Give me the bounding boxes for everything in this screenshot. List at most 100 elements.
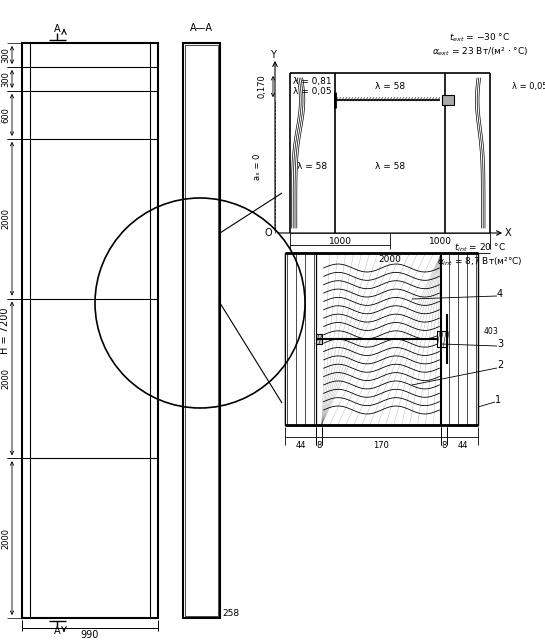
Bar [79, 106, 89, 111]
Bar [31, 450, 41, 455]
Bar [79, 199, 89, 204]
Text: 1: 1 [495, 395, 501, 405]
Bar [37, 256, 47, 261]
Bar [115, 359, 125, 364]
Bar [91, 404, 101, 410]
Bar [79, 382, 89, 386]
Bar [103, 313, 113, 318]
Bar [49, 279, 59, 284]
Bar [133, 188, 143, 193]
Bar [127, 82, 137, 87]
Bar [61, 393, 71, 398]
Bar [127, 404, 137, 410]
Bar [79, 131, 89, 135]
Bar [73, 142, 83, 147]
Text: $t_{int}$ = 20 °С
$\alpha_{int}$ = 8,7 Вт(м²°С): $t_{int}$ = 20 °С $\alpha_{int}$ = 8,7 В… [437, 242, 523, 268]
Bar [109, 507, 119, 512]
Text: 44: 44 [457, 440, 468, 449]
Bar [37, 210, 47, 215]
Bar [133, 325, 143, 330]
Bar [109, 416, 119, 421]
Bar [55, 496, 65, 501]
Bar [127, 199, 137, 204]
Bar [91, 564, 101, 569]
Bar [103, 291, 113, 295]
Bar [73, 507, 83, 512]
Bar [103, 496, 113, 501]
Bar [91, 59, 101, 64]
Bar [37, 165, 47, 170]
Bar [121, 210, 131, 215]
Bar [43, 541, 53, 547]
Bar [49, 165, 59, 170]
Bar [61, 370, 71, 376]
Bar [109, 575, 119, 581]
Bar [37, 95, 47, 100]
Bar [49, 188, 59, 193]
Bar [31, 245, 41, 249]
Text: A: A [54, 626, 60, 636]
Bar [442, 95, 454, 105]
Bar [103, 176, 113, 181]
Text: λ = 0,05: λ = 0,05 [293, 87, 332, 96]
Bar [115, 404, 125, 410]
Bar [121, 599, 131, 603]
Bar [103, 267, 113, 273]
Bar [127, 245, 137, 249]
Bar [115, 587, 125, 592]
Bar [91, 450, 101, 455]
Bar [55, 518, 65, 523]
Bar [121, 279, 131, 284]
Bar [61, 553, 71, 557]
Bar [43, 222, 53, 227]
Bar [79, 313, 89, 318]
Bar [43, 131, 53, 135]
Bar [61, 233, 71, 239]
Bar [127, 587, 137, 592]
Bar [79, 450, 89, 455]
Bar [97, 71, 107, 75]
Bar [109, 370, 119, 376]
Text: λ = 58: λ = 58 [298, 162, 328, 171]
Bar [127, 313, 137, 318]
Bar [61, 575, 71, 581]
Bar [91, 359, 101, 364]
Bar [109, 188, 119, 193]
Bar [55, 222, 65, 227]
Bar [115, 427, 125, 432]
Bar [67, 267, 77, 273]
Bar [31, 564, 41, 569]
Bar [109, 46, 119, 51]
Bar [61, 439, 71, 444]
Bar [109, 210, 119, 215]
Bar [43, 313, 53, 318]
Bar [97, 165, 107, 170]
Bar [67, 427, 77, 432]
Bar [91, 496, 101, 501]
Bar [285, 253, 316, 425]
Bar [115, 199, 125, 204]
Bar [31, 427, 41, 432]
Bar [127, 496, 137, 501]
Bar [85, 575, 95, 581]
Bar [67, 518, 77, 523]
Bar [37, 188, 47, 193]
Bar [49, 347, 59, 352]
Bar [43, 587, 53, 592]
Bar [79, 59, 89, 64]
Text: 2000: 2000 [2, 368, 10, 389]
Bar [115, 176, 125, 181]
Bar [109, 347, 119, 352]
Bar [55, 450, 65, 455]
Bar [103, 404, 113, 410]
Bar [85, 302, 95, 307]
Bar [37, 416, 47, 421]
Bar [127, 59, 137, 64]
Bar [97, 188, 107, 193]
Bar [91, 131, 101, 135]
Bar [127, 154, 137, 158]
Bar [97, 507, 107, 512]
Bar [55, 59, 65, 64]
Bar [61, 256, 71, 261]
Bar [91, 176, 101, 181]
